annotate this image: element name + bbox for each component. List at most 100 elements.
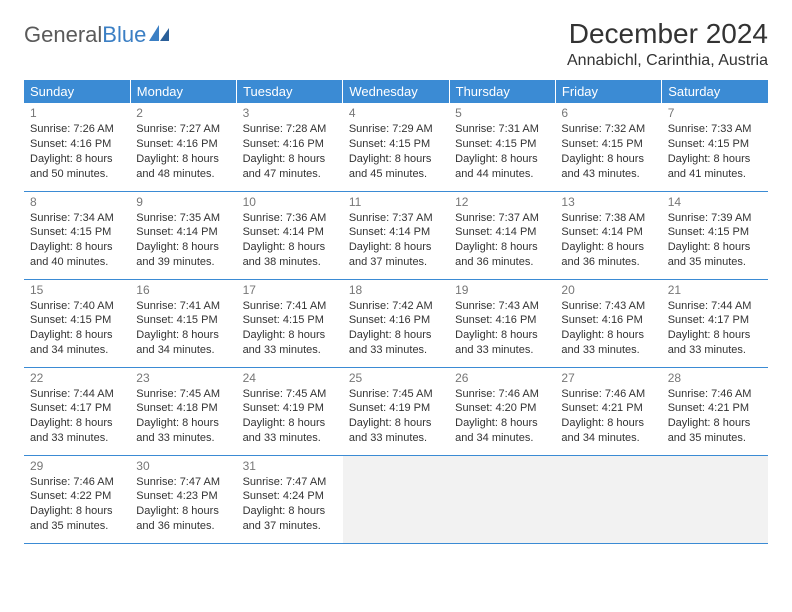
day-number: 26	[455, 371, 549, 385]
weekday-header: Tuesday	[237, 80, 343, 103]
day-info: Sunrise: 7:28 AMSunset: 4:16 PMDaylight:…	[243, 122, 337, 181]
calendar-cell: 2 Sunrise: 7:27 AMSunset: 4:16 PMDaylight…	[130, 103, 236, 191]
logo: GeneralBlue	[24, 18, 171, 48]
calendar-table: Sunday Monday Tuesday Wednesday Thursday…	[24, 80, 768, 544]
calendar-body: 1 Sunrise: 7:26 AMSunset: 4:16 PMDaylight…	[24, 103, 768, 543]
location-text: Annabichl, Carinthia, Austria	[567, 52, 768, 70]
calendar-row: 1 Sunrise: 7:26 AMSunset: 4:16 PMDaylight…	[24, 103, 768, 191]
calendar-cell: 12 Sunrise: 7:37 AMSunset: 4:14 PMDayligh…	[449, 191, 555, 279]
day-info: Sunrise: 7:41 AMSunset: 4:15 PMDaylight:…	[136, 299, 230, 358]
logo-text-blue: Blue	[102, 22, 146, 48]
day-number: 16	[136, 283, 230, 297]
calendar-cell: 9Sunrise: 7:35 AMSunset: 4:14 PMDaylight…	[130, 191, 236, 279]
day-number: 30	[136, 459, 230, 473]
day-number: 10	[243, 195, 337, 209]
day-number: 4	[349, 106, 443, 120]
day-info: Sunrise: 7:29 AMSunset: 4:15 PMDaylight:…	[349, 122, 443, 181]
day-number: 17	[243, 283, 337, 297]
day-number: 22	[30, 371, 124, 385]
month-title: December 2024	[567, 18, 768, 50]
day-number: 13	[561, 195, 655, 209]
day-number: 2	[136, 106, 230, 120]
weekday-header: Monday	[130, 80, 236, 103]
weekday-header: Wednesday	[343, 80, 449, 103]
day-info: Sunrise: 7:36 AMSunset: 4:14 PMDaylight:…	[243, 211, 337, 270]
day-info: Sunrise: 7:45 AMSunset: 4:18 PMDaylight:…	[136, 387, 230, 446]
day-info: Sunrise: 7:26 AMSunset: 4:16 PMDaylight:…	[30, 122, 124, 181]
logo-sail-icon	[149, 22, 171, 48]
calendar-cell: 7 Sunrise: 7:33 AMSunset: 4:15 PMDaylight…	[662, 103, 768, 191]
title-block: December 2024 Annabichl, Carinthia, Aust…	[567, 18, 768, 70]
calendar-cell: 16 Sunrise: 7:41 AMSunset: 4:15 PMDayligh…	[130, 279, 236, 367]
day-number: 1	[30, 106, 124, 120]
day-info: Sunrise: 7:38 AMSunset: 4:14 PMDaylight:…	[561, 211, 655, 270]
weekday-header: Friday	[555, 80, 661, 103]
calendar-cell: 23 Sunrise: 7:45 AMSunset: 4:18 PMDayligh…	[130, 367, 236, 455]
day-info: Sunrise: 7:37 AMSunset: 4:14 PMDaylight:…	[455, 211, 549, 270]
calendar-cell	[555, 455, 661, 543]
calendar-cell: 28 Sunrise: 7:46 AMSunset: 4:21 PMDayligh…	[662, 367, 768, 455]
day-number: 27	[561, 371, 655, 385]
calendar-cell: 13 Sunrise: 7:38 AMSunset: 4:14 PMDayligh…	[555, 191, 661, 279]
calendar-cell: 30 Sunrise: 7:47 AMSunset: 4:23 PMDayligh…	[130, 455, 236, 543]
calendar-row: 29Sunrise: 7:46 AMSunset: 4:22 PMDayligh…	[24, 455, 768, 543]
calendar-cell: 27 Sunrise: 7:46 AMSunset: 4:21 PMDayligh…	[555, 367, 661, 455]
day-info: Sunrise: 7:42 AMSunset: 4:16 PMDaylight:…	[349, 299, 443, 358]
day-info: Sunrise: 7:47 AMSunset: 4:24 PMDaylight:…	[243, 475, 337, 534]
day-number: 21	[668, 283, 762, 297]
day-number: 28	[668, 371, 762, 385]
day-number: 3	[243, 106, 337, 120]
calendar-cell: 5Sunrise: 7:31 AMSunset: 4:15 PMDaylight…	[449, 103, 555, 191]
day-info: Sunrise: 7:43 AMSunset: 4:16 PMDaylight:…	[455, 299, 549, 358]
day-info: Sunrise: 7:44 AMSunset: 4:17 PMDaylight:…	[668, 299, 762, 358]
day-number: 31	[243, 459, 337, 473]
weekday-header: Thursday	[449, 80, 555, 103]
day-number: 18	[349, 283, 443, 297]
day-info: Sunrise: 7:44 AMSunset: 4:17 PMDaylight:…	[30, 387, 124, 446]
calendar-cell: 4 Sunrise: 7:29 AMSunset: 4:15 PMDaylight…	[343, 103, 449, 191]
day-info: Sunrise: 7:46 AMSunset: 4:21 PMDaylight:…	[561, 387, 655, 446]
day-number: 20	[561, 283, 655, 297]
day-number: 11	[349, 195, 443, 209]
day-info: Sunrise: 7:40 AMSunset: 4:15 PMDaylight:…	[30, 299, 124, 358]
day-info: Sunrise: 7:46 AMSunset: 4:21 PMDaylight:…	[668, 387, 762, 446]
weekday-header: Sunday	[24, 80, 130, 103]
calendar-cell: 20 Sunrise: 7:43 AMSunset: 4:16 PMDayligh…	[555, 279, 661, 367]
weekday-header-row: Sunday Monday Tuesday Wednesday Thursday…	[24, 80, 768, 103]
calendar-cell: 18 Sunrise: 7:42 AMSunset: 4:16 PMDayligh…	[343, 279, 449, 367]
calendar-cell: 25 Sunrise: 7:45 AMSunset: 4:19 PMDayligh…	[343, 367, 449, 455]
day-number: 25	[349, 371, 443, 385]
day-number: 15	[30, 283, 124, 297]
day-info: Sunrise: 7:47 AMSunset: 4:23 PMDaylight:…	[136, 475, 230, 534]
day-info: Sunrise: 7:32 AMSunset: 4:15 PMDaylight:…	[561, 122, 655, 181]
day-info: Sunrise: 7:34 AMSunset: 4:15 PMDaylight:…	[30, 211, 124, 270]
day-info: Sunrise: 7:33 AMSunset: 4:15 PMDaylight:…	[668, 122, 762, 181]
calendar-cell	[343, 455, 449, 543]
calendar-cell: 15 Sunrise: 7:40 AMSunset: 4:15 PMDayligh…	[24, 279, 130, 367]
day-number: 7	[668, 106, 762, 120]
calendar-cell: 21 Sunrise: 7:44 AMSunset: 4:17 PMDayligh…	[662, 279, 768, 367]
calendar-cell: 22 Sunrise: 7:44 AMSunset: 4:17 PMDayligh…	[24, 367, 130, 455]
day-number: 23	[136, 371, 230, 385]
day-info: Sunrise: 7:41 AMSunset: 4:15 PMDaylight:…	[243, 299, 337, 358]
day-info: Sunrise: 7:43 AMSunset: 4:16 PMDaylight:…	[561, 299, 655, 358]
day-number: 29	[30, 459, 124, 473]
day-number: 12	[455, 195, 549, 209]
calendar-cell: 24Sunrise: 7:45 AMSunset: 4:19 PMDayligh…	[237, 367, 343, 455]
calendar-cell: 11Sunrise: 7:37 AMSunset: 4:14 PMDayligh…	[343, 191, 449, 279]
calendar-cell: 8Sunrise: 7:34 AMSunset: 4:15 PMDaylight…	[24, 191, 130, 279]
calendar-cell: 19Sunrise: 7:43 AMSunset: 4:16 PMDayligh…	[449, 279, 555, 367]
day-number: 9	[136, 195, 230, 209]
header: GeneralBlue December 2024 Annabichl, Car…	[24, 18, 768, 70]
logo-text-general: General	[24, 22, 102, 48]
day-info: Sunrise: 7:45 AMSunset: 4:19 PMDaylight:…	[349, 387, 443, 446]
calendar-row: 8Sunrise: 7:34 AMSunset: 4:15 PMDaylight…	[24, 191, 768, 279]
calendar-cell: 3 Sunrise: 7:28 AMSunset: 4:16 PMDaylight…	[237, 103, 343, 191]
calendar-cell	[449, 455, 555, 543]
day-number: 24	[243, 371, 337, 385]
calendar-cell: 14Sunrise: 7:39 AMSunset: 4:15 PMDayligh…	[662, 191, 768, 279]
calendar-cell: 10 Sunrise: 7:36 AMSunset: 4:14 PMDayligh…	[237, 191, 343, 279]
calendar-cell: 26Sunrise: 7:46 AMSunset: 4:20 PMDayligh…	[449, 367, 555, 455]
calendar-row: 22 Sunrise: 7:44 AMSunset: 4:17 PMDayligh…	[24, 367, 768, 455]
day-info: Sunrise: 7:27 AMSunset: 4:16 PMDaylight:…	[136, 122, 230, 181]
